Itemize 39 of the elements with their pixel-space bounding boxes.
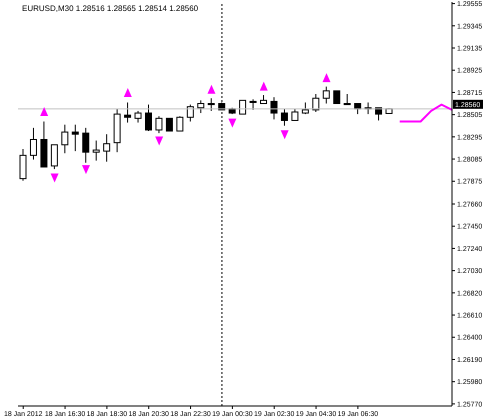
- point: [280, 130, 289, 140]
- candlestick: [250, 98, 257, 110]
- candlestick: [270, 96, 278, 120]
- candlestick: [72, 124, 79, 152]
- point: [260, 82, 268, 91]
- point: [124, 88, 132, 97]
- point: [228, 118, 236, 128]
- candlestick: [82, 127, 90, 164]
- candlestick: [322, 86, 330, 104]
- candlestick: [124, 102, 132, 124]
- candlestick: [50, 144, 58, 170]
- candlestick: [280, 108, 288, 126]
- candlestick: [134, 110, 142, 124]
- candlestick: [92, 140, 100, 162]
- candlestick: [186, 104, 194, 122]
- candlestick: [291, 108, 298, 121]
- candlestick: [354, 103, 362, 115]
- candlestick: [239, 100, 246, 115]
- candlestick: [155, 116, 162, 134]
- candlestick: [333, 90, 340, 104]
- point: [207, 84, 216, 94]
- candlestick: [166, 118, 173, 132]
- candlestick: [30, 127, 37, 160]
- point: [82, 165, 90, 174]
- point: [50, 174, 59, 183]
- candlestick: [208, 98, 215, 112]
- candlestick: [20, 148, 26, 182]
- candlestick: [103, 134, 110, 162]
- point: [155, 136, 164, 146]
- point: [40, 106, 48, 116]
- candlestick: [144, 104, 152, 132]
- point: [322, 73, 331, 82]
- candlestick: [302, 102, 309, 115]
- candlestick: [344, 94, 351, 106]
- candlestick: [61, 124, 68, 154]
- candlestick: [176, 116, 184, 132]
- chart-title: EURUSD,M30 1.28516 1.28565 1.28514 1.28560: [22, 4, 198, 13]
- candlestick: [197, 100, 204, 114]
- candlestick: [312, 94, 320, 112]
